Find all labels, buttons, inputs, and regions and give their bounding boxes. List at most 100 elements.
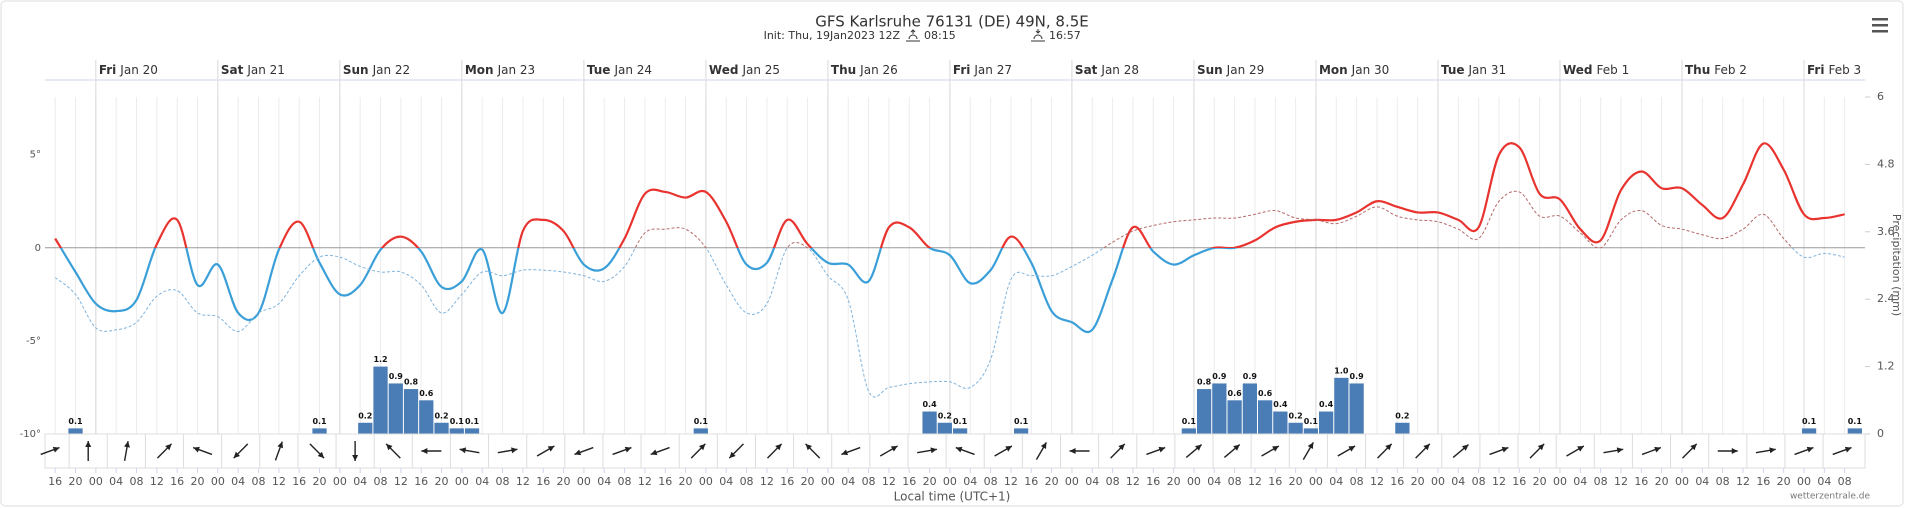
x-tick-label: 16 [48,475,62,488]
x-tick-label: 00 [89,475,103,488]
x-tick-label: 12 [1004,475,1018,488]
precip-label: 0.2 [1289,411,1303,420]
x-tick-label: 08 [496,475,510,488]
x-tick-label: 12 [638,475,652,488]
date: Jan 24 [613,63,652,77]
arrow-head [1233,444,1240,451]
x-tick-label: 00 [943,475,957,488]
weekday: Fri [953,63,970,77]
x-tick-label: 04 [1573,475,1587,488]
x-tick-label: 20 [1045,475,1059,488]
date: Jan 25 [741,63,780,77]
x-tick-label: 20 [1777,475,1791,488]
arrow-head [1844,446,1852,453]
wind-arrow [994,445,1013,457]
wind-arrow [1832,446,1852,456]
sunrise: 08:15 [924,29,956,42]
arrow-head [650,449,658,456]
credit: wetterzentrale.de [1790,492,1871,502]
precip-label: 0.9 [1212,372,1227,381]
arrow-head [1307,442,1314,450]
x-tick-label: 20 [1289,475,1303,488]
date: Jan 20 [119,63,158,77]
precip-label: 0.1 [312,417,327,426]
arrow-head [124,441,130,448]
precip-bar [373,366,388,434]
precip-label: 0.9 [1243,372,1258,381]
arrow-head [1806,446,1814,453]
precip-bar [1349,383,1364,434]
wind-arrow [352,441,359,461]
date: Feb 2 [1714,63,1747,77]
precip-bar [952,428,968,434]
x-tick-label: 00 [1065,475,1079,488]
arrow-head [277,441,284,449]
x-tick-label: 04 [231,475,245,488]
wind-arrow [385,443,401,459]
precip-bar [1303,428,1318,434]
day-label: Sun Jan 29 [1197,63,1264,77]
x-tick-label: 08 [984,475,998,488]
arrow-head [1769,447,1776,454]
sunset-icon [1031,29,1045,42]
precip-label: 0.2 [938,411,952,420]
x-tick-label: 16 [536,475,550,488]
x-tick-label: 20 [69,475,83,488]
arrow-head [421,448,428,454]
wind-arrow [574,446,594,456]
x-tick-label: 20 [679,475,693,488]
arrow-head [624,446,632,453]
wind-arrow [1489,446,1509,456]
wind-arrow [1717,448,1738,454]
wind-arrow [955,446,975,456]
x-tick-label: 16 [1756,475,1770,488]
precip-label: 0.8 [404,378,419,387]
x-tick-label: 04 [719,475,733,488]
x-tick-label: 08 [1228,475,1242,488]
wind-arrow [1035,441,1048,461]
precip-label: 0.2 [1395,411,1409,420]
day-label: Tue Jan 31 [1441,63,1506,77]
precip-bar [358,422,373,434]
weekday: Sat [221,63,244,77]
dewpoint-line [54,190,1845,398]
wind-arrow [1223,444,1241,458]
precip-bar [403,389,419,434]
x-tick-label: 00 [1309,475,1323,488]
day-label: Thu Feb 2 [1685,63,1747,77]
date: Feb 3 [1828,63,1861,77]
x-tick-label: 20 [1167,475,1181,488]
x-tick-label: 12 [882,475,896,488]
arrow-head [574,449,582,456]
y-tick-label: -10° [20,429,41,440]
wind-arrow [1566,445,1585,457]
y-tick-label: 5° [30,150,41,161]
day-label: Mon Jan 23 [465,63,535,77]
x-tick-label: 00 [821,475,835,488]
precip-label: 0.4 [922,400,937,409]
precip-label: 0.4 [1273,400,1288,409]
x-tick-label: 04 [353,475,367,488]
precip-label: 0.6 [419,389,434,398]
precip-label: 0.8 [1197,378,1212,387]
wind-arrow [1069,448,1090,454]
precip-bar [1288,422,1303,434]
x-tick-label: 00 [699,475,713,488]
precip-bar [312,428,327,434]
arrow-head [165,443,172,451]
x-tick-label: 12 [1248,475,1262,488]
weekday: Sun [343,63,369,77]
arrow-head [930,447,937,454]
arrow-head [193,446,200,453]
precip-bar [1318,411,1334,434]
x-tick-label: 04 [1695,475,1709,488]
x-tick-label: 20 [557,475,571,488]
x-tick-label: 04 [475,475,489,488]
menu-button[interactable] [1872,18,1888,33]
precip-bar [68,428,83,434]
x-tick-label: 04 [1329,475,1343,488]
arrow-head [317,451,325,459]
precip-label: 0.1 [1848,417,1863,426]
weekday: Wed [709,63,739,77]
x-tick-label: 08 [1716,475,1730,488]
